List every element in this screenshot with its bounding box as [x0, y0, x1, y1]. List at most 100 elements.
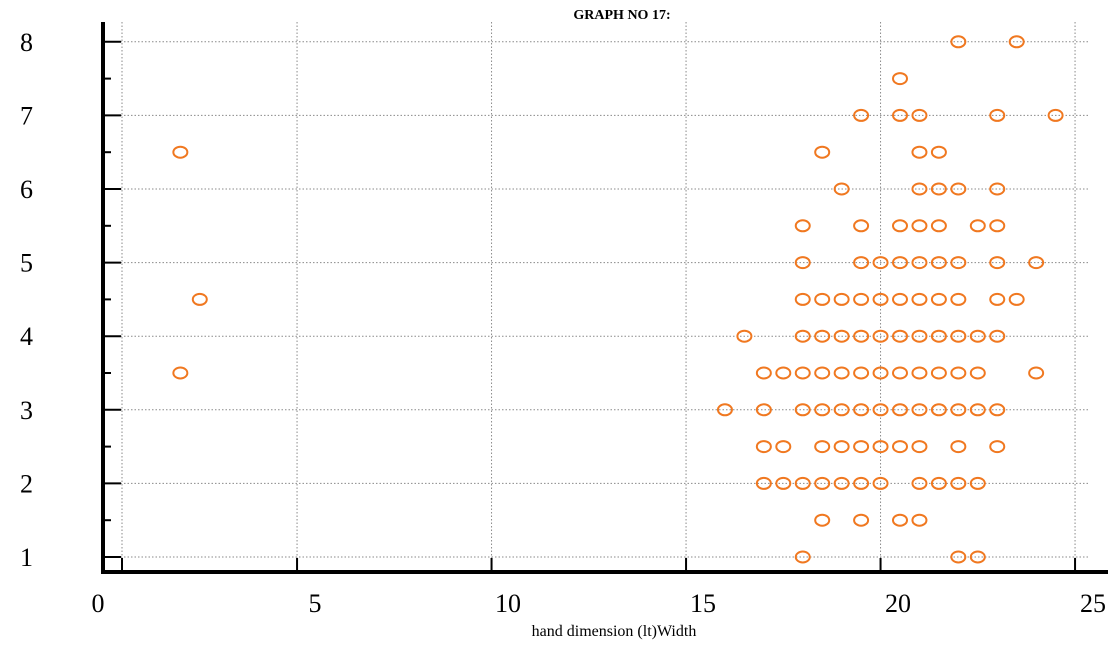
data-point — [755, 440, 772, 454]
data-point — [989, 403, 1006, 417]
data-point — [950, 329, 967, 343]
data-point — [794, 329, 811, 343]
data-point — [892, 219, 908, 233]
y-tick-label: 4 — [20, 322, 33, 351]
data-point — [911, 182, 928, 196]
data-point — [872, 476, 889, 490]
data-point — [989, 292, 1006, 306]
data-point — [911, 108, 928, 122]
data-point — [794, 550, 811, 564]
data-point — [853, 256, 870, 270]
data-point — [814, 292, 831, 306]
data-point — [872, 256, 889, 270]
data-point — [172, 366, 189, 380]
data-point — [969, 366, 986, 380]
data-point — [1028, 256, 1045, 270]
data-point — [911, 440, 928, 454]
data-point — [892, 440, 908, 454]
data-point — [911, 219, 928, 233]
data-point — [814, 403, 831, 417]
data-point — [989, 329, 1006, 343]
data-point — [853, 366, 870, 380]
x-ticks: 0 5 10 15 20 25 — [92, 558, 1106, 618]
data-point — [814, 329, 831, 343]
data-point — [872, 403, 889, 417]
data-point — [911, 292, 928, 306]
data-point — [833, 476, 850, 490]
data-point — [892, 366, 908, 380]
data-point — [794, 256, 811, 270]
data-point — [794, 292, 811, 306]
data-point — [716, 403, 733, 417]
data-point — [911, 513, 928, 527]
data-point — [853, 292, 870, 306]
data-point — [775, 476, 792, 490]
data-point — [892, 108, 908, 122]
data-point — [930, 476, 947, 490]
data-point — [950, 476, 967, 490]
data-point — [950, 403, 967, 417]
data-point — [172, 145, 189, 159]
data-point — [911, 366, 928, 380]
data-point — [775, 440, 792, 454]
data-point — [814, 145, 831, 159]
data-point — [872, 440, 889, 454]
data-point — [191, 292, 208, 306]
data-point — [911, 256, 928, 270]
data-point — [950, 292, 967, 306]
data-point — [1047, 108, 1064, 122]
data-point — [892, 403, 908, 417]
data-point — [775, 366, 792, 380]
data-point — [814, 440, 831, 454]
data-point — [969, 329, 986, 343]
data-point — [872, 366, 889, 380]
grid-lines — [103, 22, 1090, 572]
data-point — [794, 366, 811, 380]
data-point — [853, 403, 870, 417]
y-tick-label: 8 — [20, 28, 33, 57]
data-point — [911, 145, 928, 159]
data-point — [950, 35, 967, 49]
y-tick-label: 3 — [20, 396, 33, 425]
data-point — [794, 219, 811, 233]
data-point — [736, 329, 753, 343]
y-tick-label: 6 — [20, 175, 33, 204]
data-point — [930, 182, 947, 196]
data-point — [989, 440, 1006, 454]
data-point — [853, 108, 870, 122]
data-point — [892, 256, 908, 270]
data-point — [794, 476, 811, 490]
y-tick-label: 2 — [20, 469, 33, 498]
data-point — [930, 219, 947, 233]
data-point — [911, 476, 928, 490]
data-point — [814, 366, 831, 380]
data-point — [911, 403, 928, 417]
data-point — [853, 476, 870, 490]
data-point — [814, 476, 831, 490]
data-point — [989, 219, 1006, 233]
x-tick-label: 15 — [690, 589, 716, 618]
data-point — [892, 292, 908, 306]
x-tick-label: 10 — [495, 589, 521, 618]
data-point — [755, 403, 772, 417]
data-point — [989, 108, 1006, 122]
data-point — [892, 329, 908, 343]
data-point — [872, 329, 889, 343]
data-point — [950, 182, 967, 196]
data-point — [814, 513, 831, 527]
data-point — [930, 403, 947, 417]
axes — [101, 22, 1108, 574]
data-point — [930, 145, 947, 159]
data-point — [833, 329, 850, 343]
data-point — [911, 329, 928, 343]
data-point — [833, 182, 850, 196]
data-point — [833, 403, 850, 417]
y-tick-label: 5 — [20, 249, 33, 278]
data-point — [950, 256, 967, 270]
data-point — [853, 219, 870, 233]
data-point — [1008, 35, 1025, 49]
data-point — [930, 329, 947, 343]
data-point — [950, 440, 967, 454]
data-point — [969, 219, 986, 233]
